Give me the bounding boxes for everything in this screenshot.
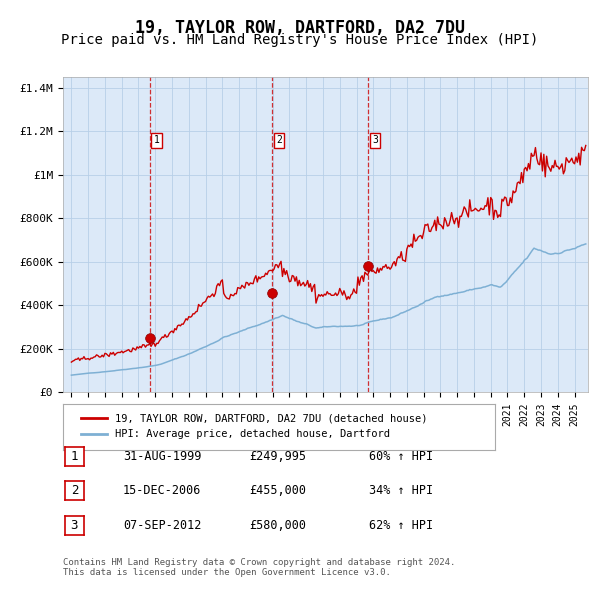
Text: Contains HM Land Registry data © Crown copyright and database right 2024.
This d: Contains HM Land Registry data © Crown c… — [63, 558, 455, 577]
Text: 1: 1 — [71, 450, 78, 463]
Text: 3: 3 — [71, 519, 78, 532]
Text: 15-DEC-2006: 15-DEC-2006 — [123, 484, 202, 497]
Text: £455,000: £455,000 — [249, 484, 306, 497]
Text: 60% ↑ HPI: 60% ↑ HPI — [369, 450, 433, 463]
Text: 07-SEP-2012: 07-SEP-2012 — [123, 519, 202, 532]
Text: 2: 2 — [276, 136, 282, 146]
Text: 31-AUG-1999: 31-AUG-1999 — [123, 450, 202, 463]
Text: 1: 1 — [154, 136, 160, 146]
Text: 34% ↑ HPI: 34% ↑ HPI — [369, 484, 433, 497]
Legend: 19, TAYLOR ROW, DARTFORD, DA2 7DU (detached house), HPI: Average price, detached: 19, TAYLOR ROW, DARTFORD, DA2 7DU (detac… — [77, 410, 432, 443]
Text: 62% ↑ HPI: 62% ↑ HPI — [369, 519, 433, 532]
Text: Price paid vs. HM Land Registry's House Price Index (HPI): Price paid vs. HM Land Registry's House … — [61, 33, 539, 47]
Text: 19, TAYLOR ROW, DARTFORD, DA2 7DU: 19, TAYLOR ROW, DARTFORD, DA2 7DU — [135, 19, 465, 37]
Text: £580,000: £580,000 — [249, 519, 306, 532]
Text: £249,995: £249,995 — [249, 450, 306, 463]
Text: 3: 3 — [372, 136, 378, 146]
Text: 2: 2 — [71, 484, 78, 497]
